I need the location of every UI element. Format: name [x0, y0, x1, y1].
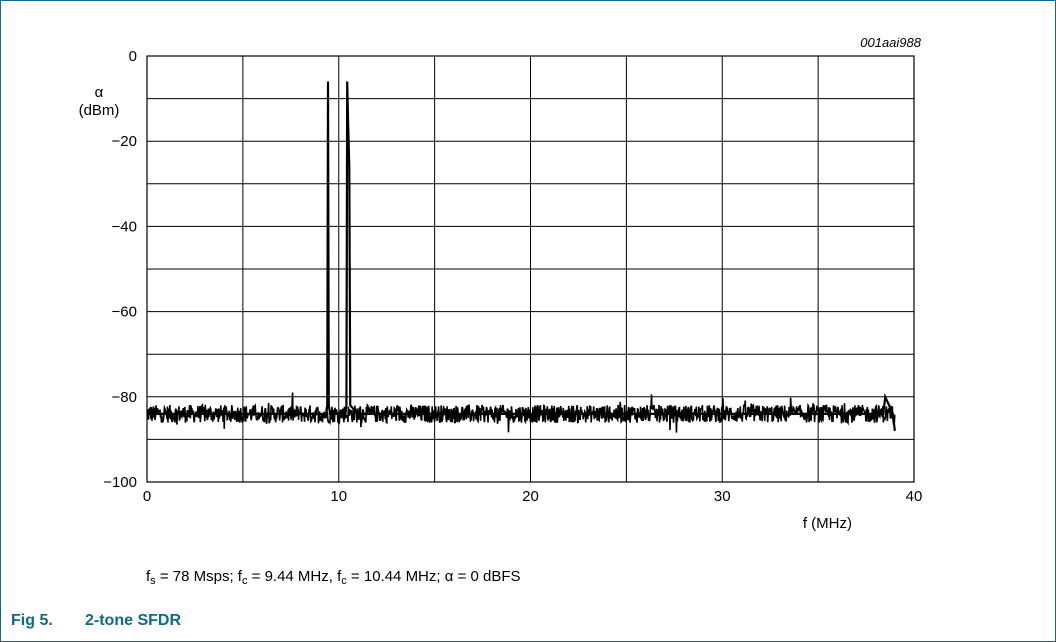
y-tick-label: −100	[103, 474, 137, 491]
x-axis-label: f (MHz)	[803, 515, 852, 532]
x-tick-label: 0	[143, 488, 151, 505]
caption-fc1-text: = 9.44 MHz,	[247, 568, 338, 585]
y-tick-label: −20	[112, 133, 137, 150]
y-tick-label: −80	[112, 389, 137, 406]
y-tick-label: −60	[112, 304, 137, 321]
caption-alpha-text: α = 0 dBFS	[444, 568, 521, 585]
caption-fc1-sub: c	[241, 575, 248, 587]
noise-floor-trace	[146, 392, 896, 433]
x-tick-label: 40	[906, 488, 923, 505]
figure-code: 001aai988	[860, 35, 921, 50]
plot-border	[146, 55, 915, 483]
caption: fs = 78 Msps; fc = 9.44 MHz, fc = 10.44 …	[146, 568, 521, 587]
caption-fc2-var: f	[337, 568, 342, 585]
caption-fc2-sub: c	[341, 575, 347, 587]
figure-title: Fig 5. 2-tone SFDR	[11, 612, 181, 630]
caption-fs-sub: s	[150, 575, 156, 587]
y-axis-symbol: α	[95, 84, 104, 101]
y-tick-label: −40	[112, 218, 137, 235]
x-tick-label: 30	[714, 488, 731, 505]
caption-fc1-var: f	[237, 568, 242, 585]
spectrum-series-line	[147, 81, 896, 432]
x-tick-label: 10	[330, 488, 347, 505]
figure-number: Fig 5.	[11, 612, 53, 629]
x-tick-label: 20	[522, 488, 539, 505]
y-tick-label: 0	[129, 48, 137, 65]
caption-fc2-text: = 10.44 MHz;	[346, 568, 445, 585]
figure-title-text: 2-tone SFDR	[85, 612, 181, 629]
caption-fs-var: f	[146, 568, 151, 585]
y-axis-unit: (dBm)	[79, 102, 120, 119]
caption-fs-text: = 78 Msps;	[155, 568, 238, 585]
